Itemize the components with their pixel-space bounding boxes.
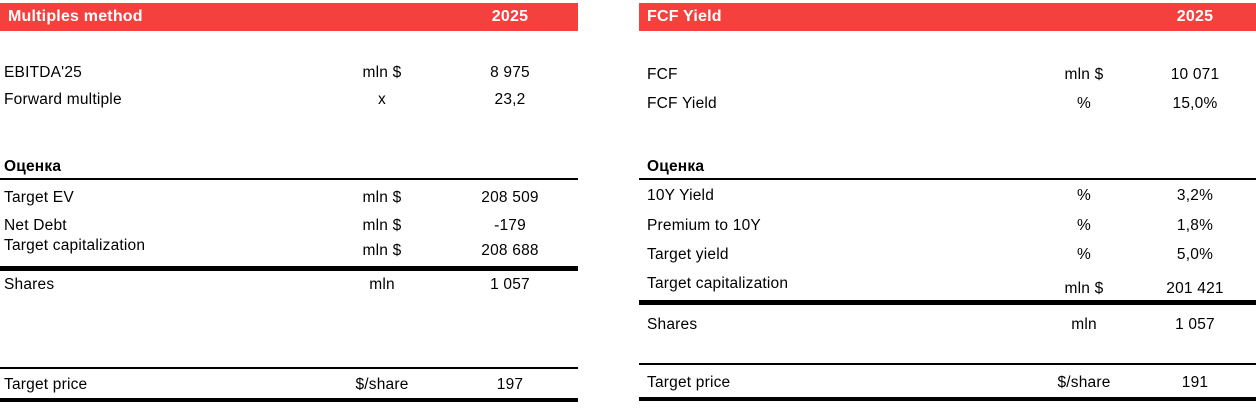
table-year: 2025	[1176, 8, 1214, 25]
row-target-price: Target price $/share 191	[639, 373, 1256, 393]
section-header-valuation: Оценка	[639, 157, 1256, 177]
section-header-valuation: Оценка	[0, 157, 578, 177]
section-label: Оценка	[647, 158, 705, 175]
fcf-yield-table: FCF Yield 2025 FCF mln $ 10 071 FCF Yiel…	[639, 0, 1256, 408]
table-header: FCF Yield 2025	[639, 3, 1256, 31]
row-value: 208 688	[481, 242, 539, 259]
section-label: Оценка	[4, 158, 62, 175]
row-value: 5,0%	[1176, 246, 1214, 263]
multiples-method-table: Multiples method 2025 EBITDA'25 mln $ 8 …	[0, 0, 578, 408]
row-fcf-yield: FCF Yield % 15,0%	[639, 94, 1256, 114]
table-header: Multiples method 2025	[0, 3, 578, 31]
row-target-yield: Target yield % 5,0%	[639, 245, 1256, 265]
double-separator-line	[0, 266, 578, 271]
row-value: 3,2%	[1176, 187, 1214, 204]
row-target-capitalization: Target capitalization mln $ 201 421	[639, 274, 1256, 297]
row-unit: $/share	[1057, 374, 1111, 391]
row-unit: mln	[1071, 316, 1097, 333]
row-value: 201 421	[1166, 280, 1224, 297]
row-fcf: FCF mln $ 10 071	[639, 65, 1256, 85]
row-label: Target capitalization	[4, 237, 146, 254]
row-value: 10 071	[1170, 66, 1220, 83]
row-label: Shares	[4, 276, 55, 293]
row-value: -179	[494, 217, 526, 234]
row-value: 1,8%	[1176, 217, 1214, 234]
row-unit: %	[1077, 217, 1091, 234]
row-unit: $/share	[355, 376, 409, 393]
row-label: Target EV	[4, 189, 74, 206]
row-unit: mln	[369, 276, 395, 293]
row-value: 208 509	[481, 189, 539, 206]
row-unit: mln $	[1064, 66, 1104, 83]
row-label: Premium to 10Y	[647, 217, 761, 234]
row-label: 10Y Yield	[647, 187, 715, 204]
table-title: Multiples method	[8, 8, 143, 25]
row-value: 1 057	[1175, 316, 1215, 333]
bottom-double-line	[0, 398, 578, 402]
row-label: Target price	[4, 376, 88, 393]
row-target-ev: Target EV mln $ 208 509	[0, 188, 578, 208]
bottom-double-line	[639, 397, 1256, 401]
row-unit: mln $	[362, 217, 402, 234]
row-target-capitalization: Target capitalization mln $ 208 688	[0, 236, 578, 259]
row-ebitda-25: EBITDA'25 mln $ 8 975	[0, 63, 578, 83]
row-unit: %	[1077, 187, 1091, 204]
row-value: 8 975	[490, 64, 530, 81]
table-year: 2025	[491, 8, 529, 25]
row-shares: Shares mln 1 057	[639, 315, 1256, 335]
row-label: Target price	[647, 374, 731, 391]
row-10y-yield: 10Y Yield % 3,2%	[639, 186, 1256, 206]
row-label: Forward multiple	[4, 91, 122, 108]
row-value: 15,0%	[1172, 95, 1218, 112]
row-unit: x	[378, 91, 386, 108]
row-value: 197	[496, 376, 524, 393]
section-underline	[0, 178, 578, 180]
section-underline	[639, 178, 1256, 180]
row-unit: mln $	[362, 242, 402, 259]
row-premium-to-10y: Premium to 10Y % 1,8%	[639, 216, 1256, 236]
row-label: Target yield	[647, 246, 729, 263]
row-shares: Shares mln 1 057	[0, 275, 578, 295]
table-title: FCF Yield	[647, 8, 722, 25]
row-label: Target capitalization	[647, 275, 789, 292]
row-unit: mln $	[362, 64, 402, 81]
target-price-topline	[0, 367, 578, 369]
row-label: FCF Yield	[647, 95, 717, 112]
target-price-topline	[639, 363, 1256, 365]
row-target-price: Target price $/share 197	[0, 375, 578, 395]
row-label: FCF	[647, 66, 678, 83]
double-separator-line	[639, 300, 1256, 305]
row-value: 23,2	[494, 91, 526, 108]
row-net-debt: Net Debt mln $ -179	[0, 216, 578, 236]
row-unit: %	[1077, 246, 1091, 263]
row-unit: %	[1077, 95, 1091, 112]
row-value: 191	[1181, 374, 1209, 391]
row-unit: mln $	[362, 189, 402, 206]
row-unit: mln $	[1064, 280, 1104, 297]
row-label: Net Debt	[4, 217, 67, 234]
row-value: 1 057	[490, 276, 530, 293]
row-label: Shares	[647, 316, 698, 333]
row-forward-multiple: Forward multiple x 23,2	[0, 90, 578, 110]
row-label: EBITDA'25	[4, 64, 82, 81]
